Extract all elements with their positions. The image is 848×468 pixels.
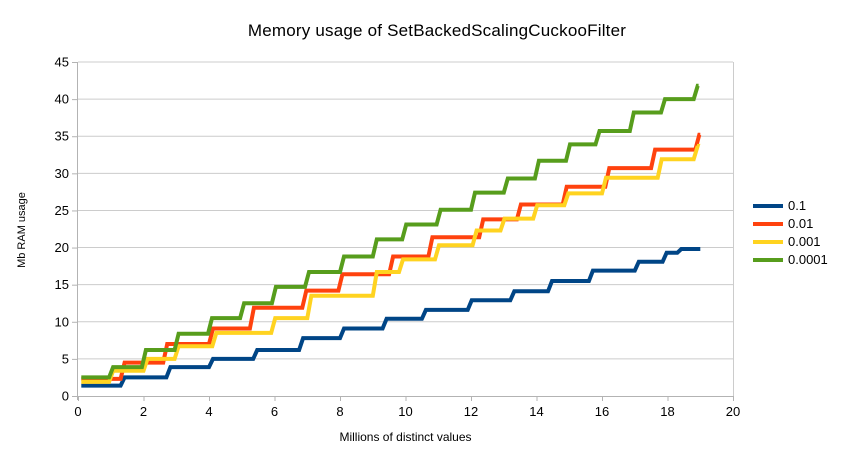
x-tick-label: 2 bbox=[140, 404, 147, 419]
axes: 0 5 10 15 20 25 30 35 40 45 0 2 4 6 8 10 12 14 16 18 20 bbox=[55, 55, 741, 420]
legend-swatch bbox=[753, 221, 783, 226]
y-tick-label: 35 bbox=[55, 129, 69, 144]
x-tick-label: 4 bbox=[205, 404, 212, 419]
chart-title: Memory usage of SetBackedScalingCuckooFi… bbox=[247, 21, 627, 40]
legend-item: 0.001 bbox=[753, 235, 828, 248]
legend-label: 0.001 bbox=[788, 234, 821, 249]
x-tick-label: 16 bbox=[595, 404, 609, 419]
y-tick-label: 20 bbox=[55, 240, 69, 255]
legend-swatch bbox=[753, 203, 783, 208]
legend-swatch bbox=[753, 239, 783, 244]
legend-swatch bbox=[753, 257, 783, 262]
y-tick-label: 0 bbox=[62, 389, 69, 404]
x-axis-title: Millions of distinct values bbox=[339, 430, 472, 444]
y-tick-label: 5 bbox=[62, 351, 69, 366]
x-tick-label: 18 bbox=[660, 404, 674, 419]
legend-label: 0.1 bbox=[788, 198, 807, 213]
series-line-0.0001 bbox=[81, 83, 700, 380]
x-tick-label: 8 bbox=[336, 404, 343, 419]
x-tick-label: 10 bbox=[398, 404, 412, 419]
legend-label: 0.0001 bbox=[788, 252, 828, 267]
series-line-0.1 bbox=[81, 247, 701, 388]
legend-item: 0.01 bbox=[753, 217, 828, 230]
legend-item: 0.0001 bbox=[753, 253, 828, 266]
x-tick-label: 20 bbox=[726, 404, 740, 419]
series-line-0.001 bbox=[81, 143, 701, 384]
y-tick-label: 25 bbox=[55, 203, 69, 218]
y-tick-label: 30 bbox=[55, 166, 69, 181]
y-tick-label: 40 bbox=[55, 92, 69, 107]
x-tick-label: 0 bbox=[74, 404, 81, 419]
y-tick-label: 15 bbox=[55, 277, 69, 292]
series-line-0.01 bbox=[81, 132, 702, 381]
legend-label: 0.01 bbox=[788, 216, 814, 231]
x-tick-label: 14 bbox=[529, 404, 543, 419]
y-tick-label: 45 bbox=[55, 55, 69, 70]
gridlines bbox=[78, 61, 734, 396]
x-tick-label: 12 bbox=[464, 404, 478, 419]
y-tick-label: 10 bbox=[55, 314, 69, 329]
legend: 0.1 0.01 0.001 0.0001 bbox=[753, 199, 828, 271]
x-tick-label: 6 bbox=[271, 404, 278, 419]
legend-item: 0.1 bbox=[753, 199, 828, 212]
